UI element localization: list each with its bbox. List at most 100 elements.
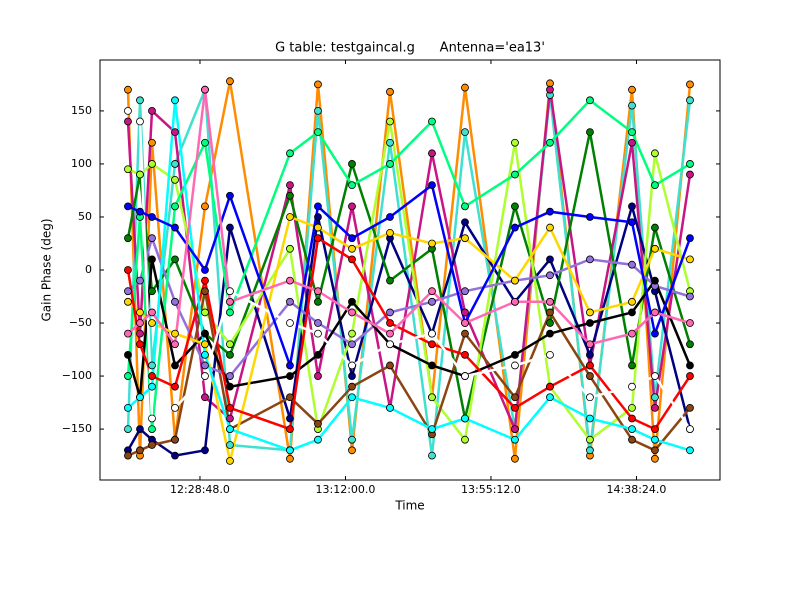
point xyxy=(546,297,554,306)
point xyxy=(148,372,156,380)
point xyxy=(348,160,356,168)
point xyxy=(286,276,294,285)
x-tick-label: 13:12:00.0 xyxy=(316,483,376,496)
point xyxy=(136,446,144,455)
point xyxy=(124,266,132,274)
point xyxy=(171,329,179,338)
point xyxy=(651,149,659,158)
point xyxy=(628,101,636,110)
point xyxy=(314,435,322,444)
point xyxy=(686,372,694,380)
point xyxy=(686,425,694,433)
point xyxy=(461,329,469,338)
y-tick-label: −150 xyxy=(62,422,92,435)
point xyxy=(286,361,294,370)
point xyxy=(686,446,694,455)
point xyxy=(148,361,156,370)
point xyxy=(286,244,294,253)
point xyxy=(286,372,294,380)
point xyxy=(546,85,554,94)
point xyxy=(651,244,659,253)
point xyxy=(546,79,554,88)
point xyxy=(546,319,554,327)
point xyxy=(461,435,469,444)
point xyxy=(586,255,594,264)
point xyxy=(628,435,636,444)
point xyxy=(314,80,322,89)
point xyxy=(148,107,156,115)
point xyxy=(201,361,209,370)
point xyxy=(461,414,469,423)
point xyxy=(348,244,356,253)
plot-area xyxy=(124,77,694,465)
point xyxy=(226,441,234,449)
point xyxy=(124,287,132,296)
point xyxy=(686,170,694,179)
point xyxy=(348,435,356,444)
x-tick-label: 14:38:24.0 xyxy=(607,483,667,496)
point xyxy=(511,170,519,179)
point xyxy=(686,403,694,412)
point xyxy=(651,308,659,317)
point xyxy=(628,425,636,433)
point xyxy=(628,403,636,412)
point xyxy=(461,372,469,380)
point xyxy=(348,361,356,370)
point xyxy=(124,372,132,380)
point xyxy=(386,160,394,168)
y-tick-label: 100 xyxy=(71,157,92,170)
point xyxy=(171,223,179,232)
point xyxy=(686,96,694,105)
point xyxy=(651,329,659,338)
point xyxy=(124,107,132,115)
point xyxy=(226,287,234,296)
point xyxy=(546,138,554,147)
point xyxy=(511,454,519,463)
point xyxy=(136,393,144,402)
point xyxy=(286,319,294,327)
point xyxy=(171,175,179,184)
point xyxy=(348,181,356,190)
point xyxy=(428,393,436,402)
point xyxy=(546,350,554,359)
point xyxy=(686,255,694,264)
x-tick-label: 12:28:48.0 xyxy=(170,483,230,496)
point xyxy=(586,340,594,349)
point xyxy=(651,181,659,190)
series-line xyxy=(126,201,692,457)
point xyxy=(546,382,554,391)
point xyxy=(171,128,179,137)
point xyxy=(586,308,594,317)
point xyxy=(461,308,469,317)
point xyxy=(201,85,209,94)
point xyxy=(386,308,394,317)
point xyxy=(148,287,156,296)
point xyxy=(428,425,436,433)
point xyxy=(314,213,322,221)
point xyxy=(124,350,132,359)
point xyxy=(586,350,594,359)
point xyxy=(171,361,179,370)
point xyxy=(226,414,234,423)
point xyxy=(314,107,322,115)
point xyxy=(124,234,132,243)
point xyxy=(386,329,394,338)
point xyxy=(201,202,209,211)
point xyxy=(171,202,179,211)
point xyxy=(428,297,436,306)
point xyxy=(148,414,156,423)
point xyxy=(651,403,659,412)
point xyxy=(386,117,394,126)
x-axis-label: Time xyxy=(394,499,424,513)
point xyxy=(386,213,394,221)
point xyxy=(651,435,659,444)
point xyxy=(348,297,356,306)
point xyxy=(651,393,659,402)
point xyxy=(171,382,179,391)
point xyxy=(386,138,394,147)
point xyxy=(348,329,356,338)
point xyxy=(201,266,209,274)
y-tick-label: −50 xyxy=(69,316,92,329)
y-tick-label: 150 xyxy=(71,104,92,117)
